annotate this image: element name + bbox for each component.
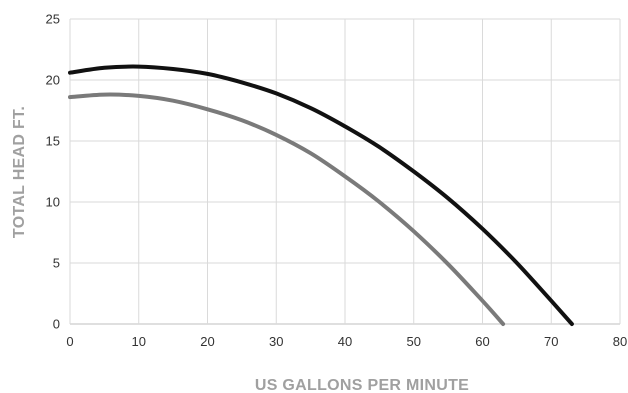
x-tick-label: 50	[407, 334, 421, 349]
x-tick-label: 40	[338, 334, 352, 349]
x-tick-label: 10	[132, 334, 146, 349]
x-tick-label: 60	[475, 334, 489, 349]
y-tick-label: 10	[46, 195, 60, 210]
tick-labels: 0 5 10 15 20 25 0 10 20 30 40 50 60 70 80	[46, 12, 628, 350]
y-tick-label: 25	[46, 12, 60, 27]
x-tick-label: 0	[66, 334, 73, 349]
y-tick-label: 0	[53, 317, 60, 332]
series-line-black	[70, 67, 572, 324]
y-axis-title: TOTAL HEAD FT.	[11, 106, 28, 238]
series-lines	[70, 67, 572, 324]
x-axis-title: US GALLONS PER MINUTE	[255, 377, 469, 393]
y-tick-label: 15	[46, 134, 60, 149]
series-line-gray	[70, 95, 503, 324]
y-tick-label: 5	[53, 256, 60, 271]
y-tick-label: 20	[46, 73, 60, 88]
x-tick-label: 80	[613, 334, 627, 349]
x-tick-label: 30	[269, 334, 283, 349]
x-tick-label: 70	[544, 334, 558, 349]
x-tick-label: 20	[200, 334, 214, 349]
grid-lines	[70, 19, 620, 324]
